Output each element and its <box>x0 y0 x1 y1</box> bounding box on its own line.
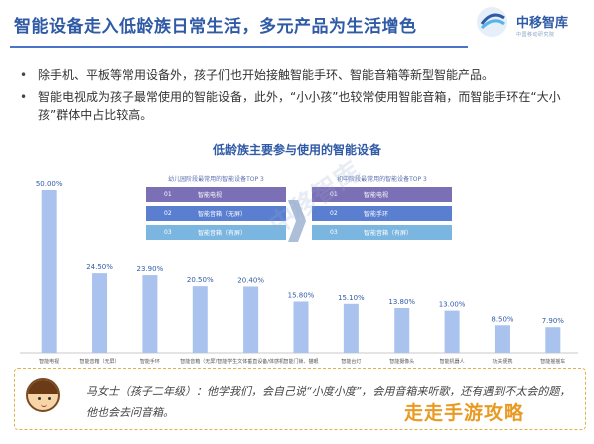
legend-right-item: 01 智能电视 <box>312 187 452 202</box>
arrow-icon <box>288 200 306 242</box>
legend-left-number: 01 <box>164 191 172 198</box>
logo-name: 中移智库 <box>516 16 569 31</box>
avatar-eye-right <box>48 397 51 400</box>
bar <box>343 303 359 353</box>
bar-value-label: 23.90% <box>137 265 164 273</box>
bar-value-label: 15.80% <box>288 291 315 299</box>
legend-left-item: 02 智能音箱（无屏） <box>146 206 286 221</box>
category-label: 智能台灯 <box>341 358 361 365</box>
bullet-dot-icon: • <box>20 68 28 82</box>
legend-right-name: 智能音箱（有屏） <box>364 230 413 237</box>
legend-right-number: 01 <box>330 191 338 198</box>
bar <box>444 310 460 353</box>
bullet-dot-icon: • <box>20 90 28 104</box>
legend-left-name: 智能电视 <box>198 192 223 199</box>
bar-chart: 50.00% 智能电视 24.50% 智能音箱（无屏） 23.90% 智能手环 20.50%… <box>20 180 578 365</box>
bar <box>192 286 208 353</box>
legend-right-name: 智能手环 <box>364 211 389 218</box>
legend-right: 初中阶段最常用的智能设备TOP 3 01 智能电视 02 智能手环 03 智能音… <box>312 174 452 244</box>
category-label: 智能手环 <box>140 358 160 365</box>
category-label: 智能摄像头 <box>389 358 414 365</box>
legend-right-title: 初中阶段最常用的智能设备TOP 3 <box>337 176 427 183</box>
legend-left-title: 幼儿园阶段最常用的智能设备TOP 3 <box>168 176 264 183</box>
bar <box>494 325 510 353</box>
logo: 中移智库 中国移动研究院 <box>474 4 590 44</box>
category-label: 智能音箱（无屏） <box>180 358 220 365</box>
bar <box>41 190 57 353</box>
bar-value-label: 7.90% <box>542 317 565 325</box>
category-label: 智能摇摇车 <box>540 358 565 365</box>
bullet-list: • 除手机、平板等常用设备外，孩子们也开始接触智能手环、智能音箱等新型智能产品。… <box>18 66 578 128</box>
legend-right-item: 02 智能手环 <box>312 206 452 221</box>
legend-right-name: 智能电视 <box>364 192 389 199</box>
chart-title: 低龄族主要参与使用的智能设备 <box>212 143 381 157</box>
bullet-item: • 除手机、平板等常用设备外，孩子们也开始接触智能手环、智能音箱等新型智能产品。 <box>18 66 578 84</box>
bar <box>545 327 561 353</box>
bar <box>243 286 259 353</box>
site-watermark: 走走手游攻略 <box>404 402 525 424</box>
bullet-text: 智能电视成为孩子最常使用的智能设备，此外，“小小孩”也较常使用智能音箱，而智能手… <box>38 90 561 122</box>
quote-box <box>14 368 586 430</box>
category-label: 智能机器人 <box>440 358 465 365</box>
bar-value-label: 50.00% <box>36 180 63 188</box>
category-label: 智能学生文体垂直设备/体感机 <box>217 358 284 365</box>
bar <box>142 275 158 353</box>
legend-left-name: 智能音箱（无屏） <box>198 211 247 218</box>
bar-value-label: 13.80% <box>388 298 415 306</box>
category-label: 智能电视 <box>39 358 59 365</box>
header-divider <box>10 46 468 48</box>
legend-left-number: 03 <box>164 229 172 236</box>
bar <box>92 273 108 353</box>
page-title: 智能设备走入低龄族日常生活，多元产品为生活增色 <box>14 17 417 37</box>
bar-value-label: 13.00% <box>439 301 466 309</box>
avatar-eye-left <box>38 397 41 400</box>
bar-value-label: 15.10% <box>338 294 365 302</box>
category-label: 智能门锁、猫眼 <box>283 358 318 365</box>
legend-right-number: 03 <box>330 229 338 236</box>
bar-value-label: 24.50% <box>86 263 113 271</box>
legend-left: 幼儿园阶段最常用的智能设备TOP 3 01 智能电视 02 智能音箱（无屏） 0… <box>146 174 286 244</box>
avatar <box>26 378 60 412</box>
logo-subtitle: 中国移动研究院 <box>516 32 555 38</box>
bar <box>293 301 309 353</box>
bullet-text: 除手机、平板等常用设备外，孩子们也开始接触智能手环、智能音箱等新型智能产品。 <box>38 68 495 82</box>
legend-right-number: 02 <box>330 210 338 217</box>
legend-left-name: 智能音箱（有屏） <box>198 230 247 237</box>
bar-value-label: 20.50% <box>187 276 214 284</box>
bar-value-label: 20.40% <box>237 276 264 284</box>
avatar-hair <box>28 380 58 394</box>
bullet-item: • 智能电视成为孩子最常使用的智能设备，此外，“小小孩”也较常使用智能音箱，而智… <box>18 88 578 124</box>
bar <box>394 308 410 353</box>
legend-right-item: 03 智能音箱（有屏） <box>312 225 452 240</box>
category-label: 智能音箱（无屏） <box>80 358 120 365</box>
legend-left-item: 01 智能电视 <box>146 187 286 202</box>
legend-left-item: 03 智能音箱（有屏） <box>146 225 286 240</box>
avatar-mouth <box>41 404 47 407</box>
bar-value-label: 8.50% <box>491 315 514 323</box>
logo-icon <box>477 7 507 37</box>
legend-left-number: 02 <box>164 210 172 217</box>
category-label: 功夫便携 <box>492 358 512 365</box>
header: 智能设备走入低龄族日常生活，多元产品为生活增色 中移智库 中国移动研究院 <box>0 0 594 52</box>
quote-text: 马女士（孩子二年级）：他学我们，会自己说“小度小度”，会用音箱来听歌，还有遇到不… <box>86 385 571 419</box>
